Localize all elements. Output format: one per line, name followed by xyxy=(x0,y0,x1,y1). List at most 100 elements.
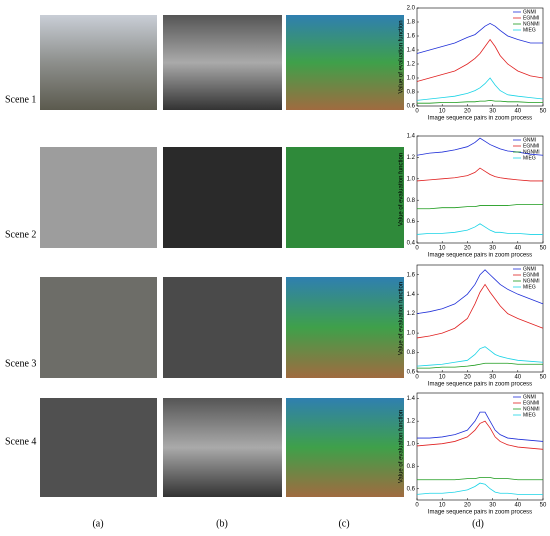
photo xyxy=(40,398,157,497)
legend-label: EGNMI xyxy=(523,272,539,278)
x-tick-label: 20 xyxy=(464,109,471,115)
y-axis-label: Value of evaluation function xyxy=(399,410,405,483)
legend-label: NGNMI xyxy=(523,149,540,155)
y-tick-label: 1.4 xyxy=(407,48,416,54)
scene-label: Scene 4 xyxy=(5,436,36,447)
x-tick-label: 10 xyxy=(439,503,446,509)
photo xyxy=(286,15,404,110)
y-tick-label: 0.4 xyxy=(407,241,416,247)
legend-label: GNMI xyxy=(523,266,536,272)
x-tick-label: 50 xyxy=(540,375,547,381)
x-tick-label: 40 xyxy=(514,246,521,252)
y-axis-label: Value of evaluation function xyxy=(399,153,405,226)
plot-frame xyxy=(416,264,544,373)
panel-label: (b) xyxy=(216,518,228,529)
plot-frame xyxy=(416,7,544,107)
x-tick-label: 30 xyxy=(489,375,496,381)
series-line xyxy=(417,204,543,210)
y-tick-label: 0.6 xyxy=(407,219,416,225)
x-tick-label: 10 xyxy=(439,109,446,115)
y-tick-label: 0.8 xyxy=(407,350,416,356)
y-tick-label: 1.2 xyxy=(407,311,416,317)
legend-label: MIEG xyxy=(523,412,536,418)
x-tick-label: 20 xyxy=(464,375,471,381)
y-tick-label: 1.2 xyxy=(407,155,416,161)
x-axis-label: Image sequence pairs in zoom process xyxy=(428,382,532,388)
x-tick-label: 50 xyxy=(540,503,547,509)
plot-frame xyxy=(416,135,544,244)
series-line xyxy=(416,22,543,54)
series-line xyxy=(416,269,544,315)
chart: 0.4 0.6 0.8 1.0 1.2 1.4 0 10 20 30 40 50 Image seque… xyxy=(399,134,547,259)
chart: 0.6 0.8 1.0 1.2 1.4 0 10 20 30 40 50 Image sequence… xyxy=(399,392,547,516)
photo xyxy=(40,147,157,248)
series-line xyxy=(417,362,543,369)
x-axis-label: Image sequence pairs in zoom process xyxy=(428,510,532,516)
x-tick-label: 30 xyxy=(489,503,496,509)
x-tick-label: 40 xyxy=(514,503,521,509)
x-tick-label: 0 xyxy=(415,375,419,381)
y-axis-label: Value of evaluation function xyxy=(399,20,405,93)
photo xyxy=(40,277,157,378)
legend-label: EGNMI xyxy=(523,15,539,21)
y-tick-label: 0.6 xyxy=(407,370,416,376)
panel-label: (a) xyxy=(92,518,103,529)
legend-label: MIEG xyxy=(523,27,536,33)
x-tick-label: 0 xyxy=(415,246,419,252)
y-tick-label: 0.6 xyxy=(407,486,416,492)
y-tick-label: 2.0 xyxy=(407,6,416,12)
x-tick-label: 20 xyxy=(464,246,471,252)
legend-label: NGNMI xyxy=(523,21,540,27)
legend-label: NGNMI xyxy=(523,278,540,284)
x-axis-label: Image sequence pairs in zoom process xyxy=(428,116,532,122)
series-line xyxy=(416,420,544,450)
y-tick-label: 0.8 xyxy=(407,464,416,470)
series-line xyxy=(417,99,543,104)
x-tick-label: 20 xyxy=(464,503,471,509)
legend-label: MIEG xyxy=(523,284,536,290)
series-line xyxy=(416,346,544,367)
x-tick-label: 0 xyxy=(415,109,419,115)
y-tick-label: 1.2 xyxy=(407,419,416,425)
legend-label: GNMI xyxy=(523,137,536,143)
photo xyxy=(163,398,282,497)
y-tick-label: 0.6 xyxy=(407,104,416,110)
labels: Scene 1 Scene 2 Scene 3 Scene 4 (a) (b) (c) (d) xyxy=(5,94,484,529)
y-tick-label: 1.8 xyxy=(407,20,416,26)
photo xyxy=(286,147,404,248)
scene-label: Scene 2 xyxy=(5,229,36,240)
series-line xyxy=(417,477,543,481)
x-tick-label: 10 xyxy=(439,246,446,252)
y-tick-label: 1.6 xyxy=(407,34,416,40)
x-tick-label: 40 xyxy=(514,375,521,381)
legend-label: MIEG xyxy=(523,155,536,161)
chart: 0.6 0.8 1.0 1.2 1.4 1.6 0 10 20 30 40 50 Image seque… xyxy=(399,264,547,388)
x-tick-label: 50 xyxy=(540,109,547,115)
series-line xyxy=(416,223,543,235)
x-axis-label: Image sequence pairs in zoom process xyxy=(428,253,532,259)
series-line xyxy=(416,77,544,101)
series-line xyxy=(416,482,543,495)
legend-label: GNMI xyxy=(523,9,536,15)
plot-frame xyxy=(416,392,544,501)
y-tick-label: 1.6 xyxy=(407,272,416,278)
legend-label: EGNMI xyxy=(523,143,539,149)
x-tick-label: 10 xyxy=(439,375,446,381)
y-tick-label: 1.4 xyxy=(407,134,416,140)
y-tick-label: 0.8 xyxy=(407,90,416,96)
photo xyxy=(163,147,282,248)
photo xyxy=(163,277,282,378)
y-tick-label: 1.4 xyxy=(407,292,416,298)
y-tick-label: 1.4 xyxy=(407,396,416,402)
chart: 0.6 0.8 1.0 1.2 1.4 1.6 1.8 2.0 0 10 20 30 40 50 Image… xyxy=(399,6,547,122)
y-tick-label: 1.0 xyxy=(407,176,416,182)
series-line xyxy=(416,167,543,182)
x-tick-label: 40 xyxy=(514,109,521,115)
panel-label: (c) xyxy=(338,518,349,529)
series-line xyxy=(416,38,544,82)
series-line xyxy=(417,411,544,442)
legend-label: GNMI xyxy=(523,394,536,400)
y-tick-label: 1.2 xyxy=(407,62,416,68)
y-tick-label: 1.0 xyxy=(407,76,416,82)
photo xyxy=(163,15,282,110)
